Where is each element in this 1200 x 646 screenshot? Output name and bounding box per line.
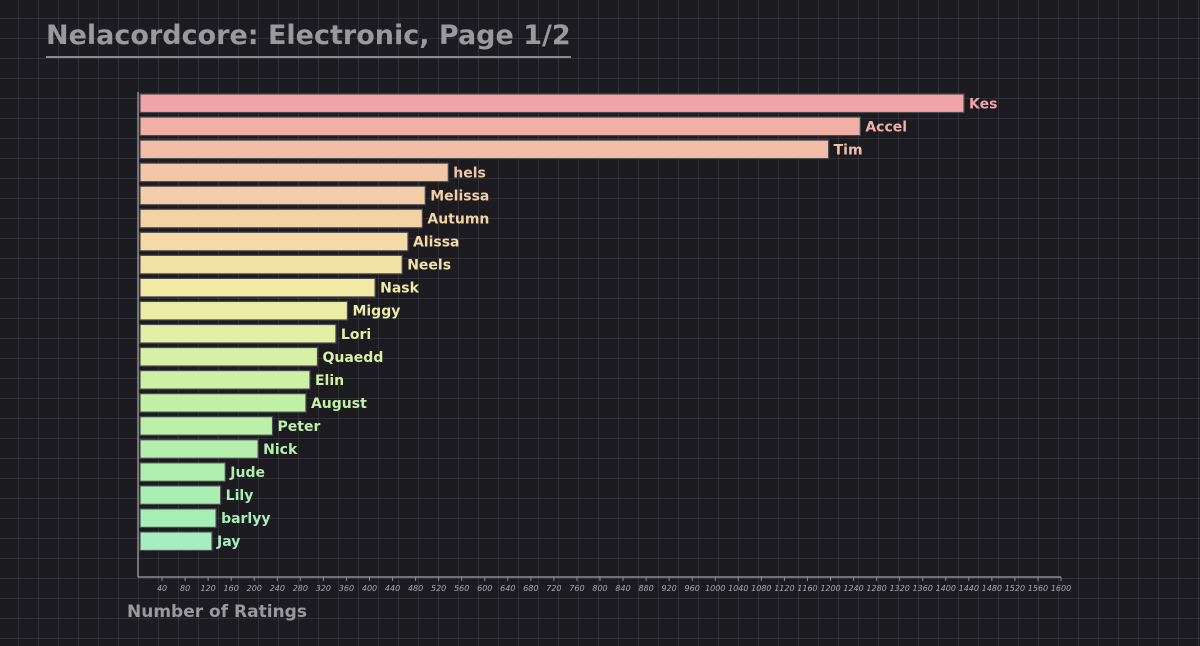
x-tick-label: 1240 [843, 584, 863, 593]
x-tick-label: 1400 [936, 584, 956, 593]
bar-label-tim: Tim [834, 142, 863, 158]
x-tick-label: 600 [477, 584, 492, 593]
x-tick-label: 1520 [1005, 584, 1025, 593]
x-tick-label: 400 [362, 584, 377, 593]
x-tick-label: 1440 [959, 584, 979, 593]
bar-label-jude: Jude [229, 465, 265, 481]
x-tick-label: 280 [293, 584, 308, 593]
x-tick-label: 1080 [751, 584, 771, 593]
x-tick-label: 1480 [982, 584, 1002, 593]
bar-label-alissa: Alissa [413, 235, 460, 251]
bar-label-hels: hels [453, 165, 486, 181]
bar-lori [139, 323, 337, 344]
bar-elin [139, 370, 311, 390]
bar-label-august: August [311, 396, 367, 412]
x-tick-label: 1280 [866, 584, 886, 593]
x-axis-title: Number of Ratings [127, 602, 307, 622]
x-axis: 40 80 120 160 200 240 280 320 360 400 440 480 520 560… [137, 92, 1071, 593]
bar-label-neels: Neels [407, 258, 451, 274]
bar-alissa [139, 231, 409, 252]
bar-peter [139, 416, 274, 436]
x-tick-label: 480 [408, 584, 423, 593]
x-tick-label: 1000 [705, 584, 725, 593]
x-tick-label: 1120 [774, 584, 794, 593]
x-tick-label: 240 [270, 584, 285, 593]
x-tick-label: 1360 [913, 584, 933, 593]
bar-label-quaedd: Quaedd [322, 350, 383, 366]
bar-august [139, 393, 307, 413]
x-tick-label: 360 [339, 584, 354, 593]
x-tick-label: 40 [157, 584, 167, 593]
bar-label-melissa: Melissa [430, 188, 489, 204]
bar-label-accel: Accel [865, 119, 907, 135]
bar-label-jay: Jay [216, 534, 240, 550]
bar-autumn [139, 208, 423, 229]
chart-title: Nelacordcore: Electronic, Page 1/2 [46, 18, 571, 58]
bar-tim [139, 139, 830, 160]
x-tick-label: 1160 [797, 584, 817, 593]
bar-label-autumn: Autumn [427, 212, 489, 228]
x-tick-label: 520 [431, 584, 446, 593]
x-tick-label: 160 [224, 584, 239, 593]
bar-jay [139, 531, 213, 552]
x-tick-label: 1200 [820, 584, 840, 593]
x-tick-label: 1560 [1028, 584, 1048, 593]
bar-miggy [139, 300, 349, 321]
x-tick-label: 640 [500, 584, 515, 593]
bar-neels [139, 254, 403, 275]
bar-label-nask: Nask [380, 281, 419, 297]
bar-melissa [139, 185, 426, 206]
bar-barlyy [139, 508, 217, 528]
bar-label-barlyy: barlyy [221, 511, 270, 527]
x-tick-label: 800 [592, 584, 607, 593]
x-tick-label: 680 [523, 584, 538, 593]
x-tick-label: 840 [615, 584, 630, 593]
x-tick-label: 1600 [1051, 584, 1071, 593]
bar-accel [139, 116, 861, 137]
bar-quaedd [139, 346, 319, 367]
bar-label-nick: Nick [263, 442, 298, 458]
x-tick-label: 80 [180, 584, 190, 593]
bar-nick [139, 439, 259, 459]
bar-lily [139, 485, 222, 505]
x-tick-label: 200 [247, 584, 262, 593]
bar-nask [139, 277, 376, 298]
x-tick-label: 920 [662, 584, 677, 593]
bar-hels [139, 162, 449, 183]
bar-jude [139, 462, 226, 482]
bar-label-lori: Lori [341, 327, 371, 343]
bar-label-miggy: Miggy [352, 304, 400, 320]
x-tick-label: 1320 [889, 584, 909, 593]
x-tick-label: 1040 [728, 584, 748, 593]
bar-label-kes: Kes [969, 96, 997, 112]
bar-label-elin: Elin [315, 373, 344, 389]
x-tick-label: 760 [569, 584, 584, 593]
x-tick-label: 120 [201, 584, 216, 593]
bar-label-peter: Peter [278, 419, 321, 435]
x-tick-label: 560 [454, 584, 469, 593]
x-tick-label: 880 [638, 584, 653, 593]
x-tick-label: 440 [385, 584, 400, 593]
bar-kes [139, 93, 965, 114]
bar-label-lily: Lily [226, 488, 254, 504]
x-tick-label: 320 [316, 584, 331, 593]
x-tick-label: 720 [546, 584, 561, 593]
x-tick-label: 960 [685, 584, 700, 593]
